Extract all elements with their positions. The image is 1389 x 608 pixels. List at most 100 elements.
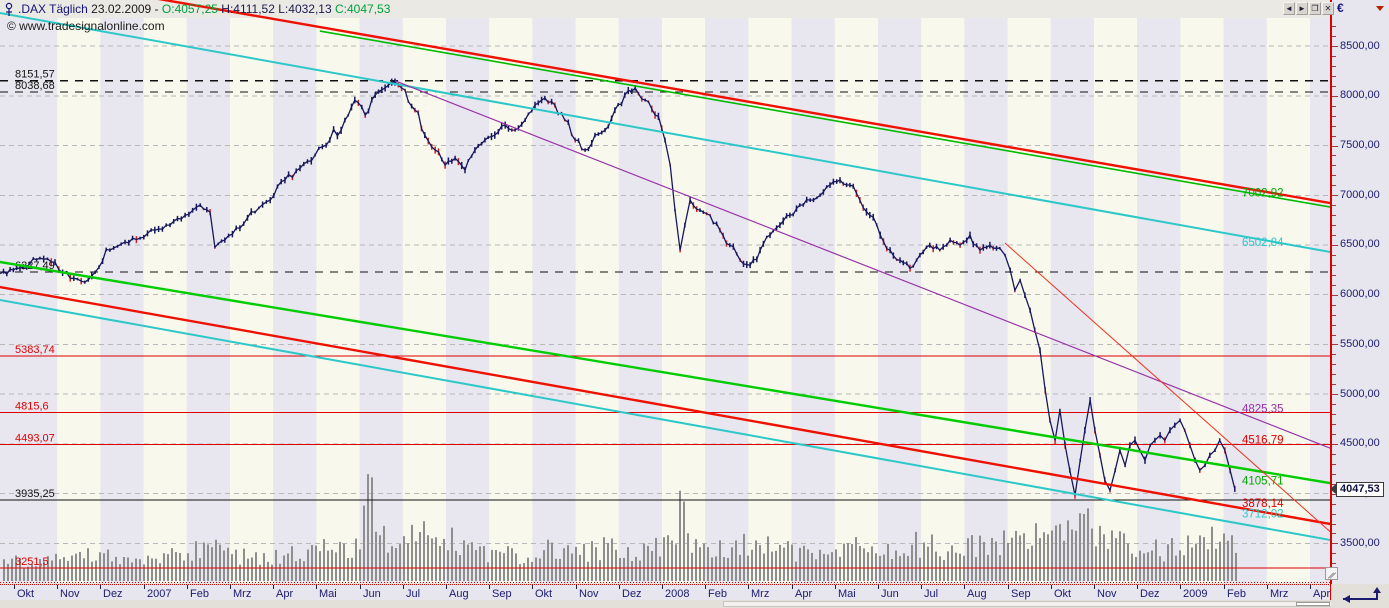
horizontal-scrollbar-track[interactable] [723, 601, 1335, 607]
pin-icon[interactable] [3, 2, 15, 17]
trendline-steep-downtrend-red[interactable] [1004, 242, 1331, 571]
chart-canvas[interactable]: 8151,578038,686227,495383,744815,64493,0… [0, 0, 1331, 584]
x-axis-label: Jun [881, 588, 899, 600]
window-buttons: ◄ ► ❐ ✕ [1283, 2, 1334, 15]
x-axis-label: Feb [1227, 588, 1246, 600]
month-stripe [1050, 18, 1094, 583]
title-content: .DAX Täglich 23.02.2009 - O:4057,25 H:41… [2, 1, 390, 17]
y-axis-minor-tick [1332, 255, 1336, 256]
scroll-to-latest-icon[interactable] [1331, 584, 1387, 606]
x-axis-tick [14, 585, 15, 589]
x-axis-label: Dez [1140, 588, 1160, 600]
y-axis-minor-tick [1332, 285, 1336, 286]
x-axis-label: Mrz [751, 588, 770, 600]
quote-date: 23.02.2009 [91, 2, 152, 16]
month-stripe [791, 18, 835, 583]
x-axis-tick [187, 585, 188, 589]
y-axis-minor-tick [1332, 175, 1336, 176]
x-axis-tick [878, 585, 879, 589]
close-window-button[interactable]: ✕ [1322, 2, 1334, 15]
x-axis-label: Sep [492, 588, 512, 600]
y-axis-minor-tick [1332, 106, 1336, 107]
y-axis-major-tick [1332, 394, 1338, 395]
y-axis-major-tick [1332, 543, 1338, 544]
x-axis-tick [144, 585, 145, 589]
month-stripe [0, 18, 58, 583]
x-axis-tick [360, 585, 361, 589]
x-axis-tick [964, 585, 965, 589]
trendline-upper-downtrend-green[interactable] [319, 30, 1331, 215]
trendline-value-label: 6502,84 [1242, 237, 1284, 249]
trendline-value-label: 4105,71 [1242, 476, 1284, 488]
x-axis-tick [662, 585, 663, 589]
volume-bars [3, 474, 1237, 581]
trendline-downtrend-purple[interactable] [394, 80, 1331, 466]
y-axis-minor-tick [1332, 126, 1336, 127]
x-axis-label: Mrz [1270, 588, 1289, 600]
trendline-value-label: 4825,35 [1242, 404, 1284, 416]
x-axis-tick [921, 585, 922, 589]
x-axis-label: Nov [60, 588, 80, 600]
x-axis-tick [619, 585, 620, 589]
x-axis-label: Okt [535, 588, 553, 600]
level-label: 3251,5 [15, 556, 49, 568]
x-axis-label: Mrz [233, 588, 252, 600]
currency-dropdown-icon[interactable] [1376, 6, 1384, 11]
y-axis-minor-tick [1332, 205, 1336, 206]
x-axis-label: 2009 [1183, 588, 1208, 600]
y-axis-minor-tick [1332, 335, 1336, 336]
y-axis-major-tick [1332, 195, 1338, 196]
low-value: L:4032,13 [278, 2, 332, 16]
trendline-channel-red-lower[interactable] [0, 278, 1331, 532]
x-axis-label: Mai [319, 588, 337, 600]
x-axis-tick [792, 585, 793, 589]
y-axis-label: 7000,00 [1340, 189, 1380, 201]
y-axis-minor-tick [1332, 136, 1336, 137]
time-axis[interactable]: Okt Nov Dez 2007 Feb Mrz Apr Mai Jun Jul Aug Sep Okt… [0, 584, 1331, 600]
month-stripe [575, 18, 619, 583]
y-axis-minor-tick [1332, 504, 1336, 505]
y-axis-label: 5500,00 [1340, 338, 1380, 350]
restore-window-button[interactable]: ❐ [1309, 2, 1321, 15]
y-axis-minor-tick [1332, 275, 1336, 276]
scroll-left-button[interactable]: ◄ [1283, 2, 1295, 15]
scroll-right-button[interactable]: ► [1296, 2, 1308, 15]
y-axis-minor-tick [1332, 305, 1336, 306]
month-stripe [489, 18, 533, 583]
y-axis-minor-tick [1332, 464, 1336, 465]
x-axis-tick [446, 585, 447, 589]
y-axis-minor-tick [1332, 524, 1336, 525]
month-stripe [273, 18, 317, 583]
x-axis-tick [273, 585, 274, 589]
trendline-channel-green-lower[interactable] [0, 254, 1331, 491]
y-axis-minor-tick [1332, 514, 1336, 515]
x-axis-tick [316, 585, 317, 589]
level-label: 5383,74 [15, 344, 55, 356]
x-axis-tick [705, 585, 706, 589]
close-value: C:4047,53 [335, 2, 391, 16]
x-axis-label: Okt [17, 588, 35, 600]
y-axis-label: 6000,00 [1340, 288, 1380, 300]
trendline-upper-downtrend-red[interactable] [0, 0, 1331, 211]
trendline-channel-cyan-lower[interactable] [0, 291, 1331, 548]
y-axis-minor-tick [1332, 414, 1336, 415]
y-axis-minor-tick [1332, 364, 1336, 365]
axis-resize-grip[interactable] [1325, 567, 1338, 580]
month-stripe [878, 18, 922, 583]
month-stripe [1180, 18, 1224, 583]
y-axis-minor-tick [1332, 56, 1336, 57]
level-label: 4493,07 [15, 433, 55, 445]
y-axis-minor-tick [1332, 563, 1336, 564]
y-axis-minor-tick [1332, 185, 1336, 186]
y-axis-label: 7500,00 [1340, 139, 1380, 151]
y-axis-major-tick [1332, 146, 1338, 147]
trendline-value-label: 3878,14 [1242, 498, 1284, 510]
y-axis-major-tick [1332, 46, 1338, 47]
month-stripe [921, 18, 965, 583]
trendline-upper-downtrend-cyan[interactable] [0, 4, 1331, 260]
x-axis-label: 2008 [665, 588, 690, 600]
y-axis-minor-tick [1332, 155, 1336, 156]
y-axis-minor-tick [1332, 26, 1336, 27]
x-axis-label: Dez [622, 588, 642, 600]
horizontal-scrollbar-thumb[interactable] [1296, 602, 1330, 606]
